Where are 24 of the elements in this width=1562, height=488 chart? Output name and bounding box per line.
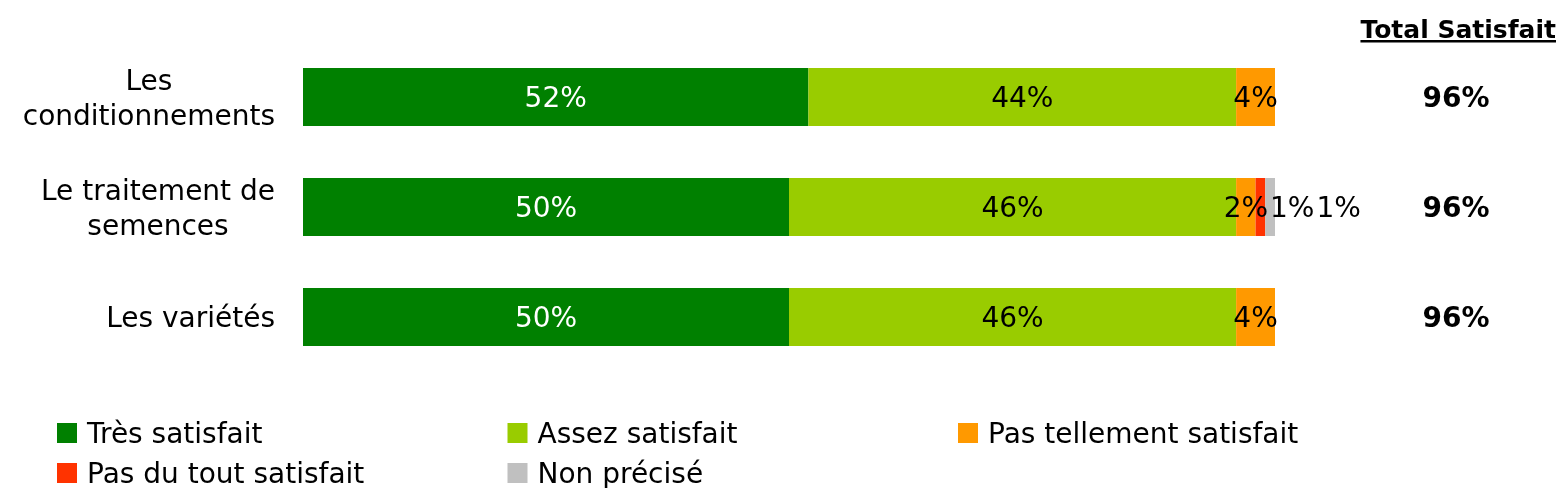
- legend-label: Très satisfait: [86, 417, 263, 451]
- y-tick-label: Les variétés: [106, 301, 276, 335]
- legend-label: Non précisé: [537, 457, 704, 488]
- data-label: 1%: [1270, 191, 1315, 225]
- legend-label: Pas tellement satisfait: [988, 417, 1299, 451]
- data-label: 44%: [991, 81, 1054, 115]
- data-label: 46%: [981, 301, 1044, 335]
- data-label: 52%: [524, 81, 587, 115]
- text: 96%: [1422, 191, 1490, 225]
- legend-label: Assez satisfait: [537, 417, 738, 451]
- bar: [303, 178, 789, 236]
- bar: [1265, 178, 1275, 236]
- text: 96%: [1422, 81, 1490, 115]
- y-tick-label: Le traitement de semences: [41, 173, 275, 242]
- bar: [303, 68, 809, 126]
- y-tick-label: Les conditionnements: [22, 63, 275, 132]
- data-label: 46%: [981, 191, 1044, 225]
- data-label: 50%: [514, 301, 578, 335]
- legend-label: Pas du tout satisfait: [87, 457, 365, 488]
- bar: [303, 288, 789, 346]
- data-label: 50%: [514, 191, 578, 225]
- text: 96%: [1422, 301, 1490, 335]
- data-label: 1%: [1316, 191, 1361, 225]
- text: Total Satisfait: [1360, 15, 1557, 44]
